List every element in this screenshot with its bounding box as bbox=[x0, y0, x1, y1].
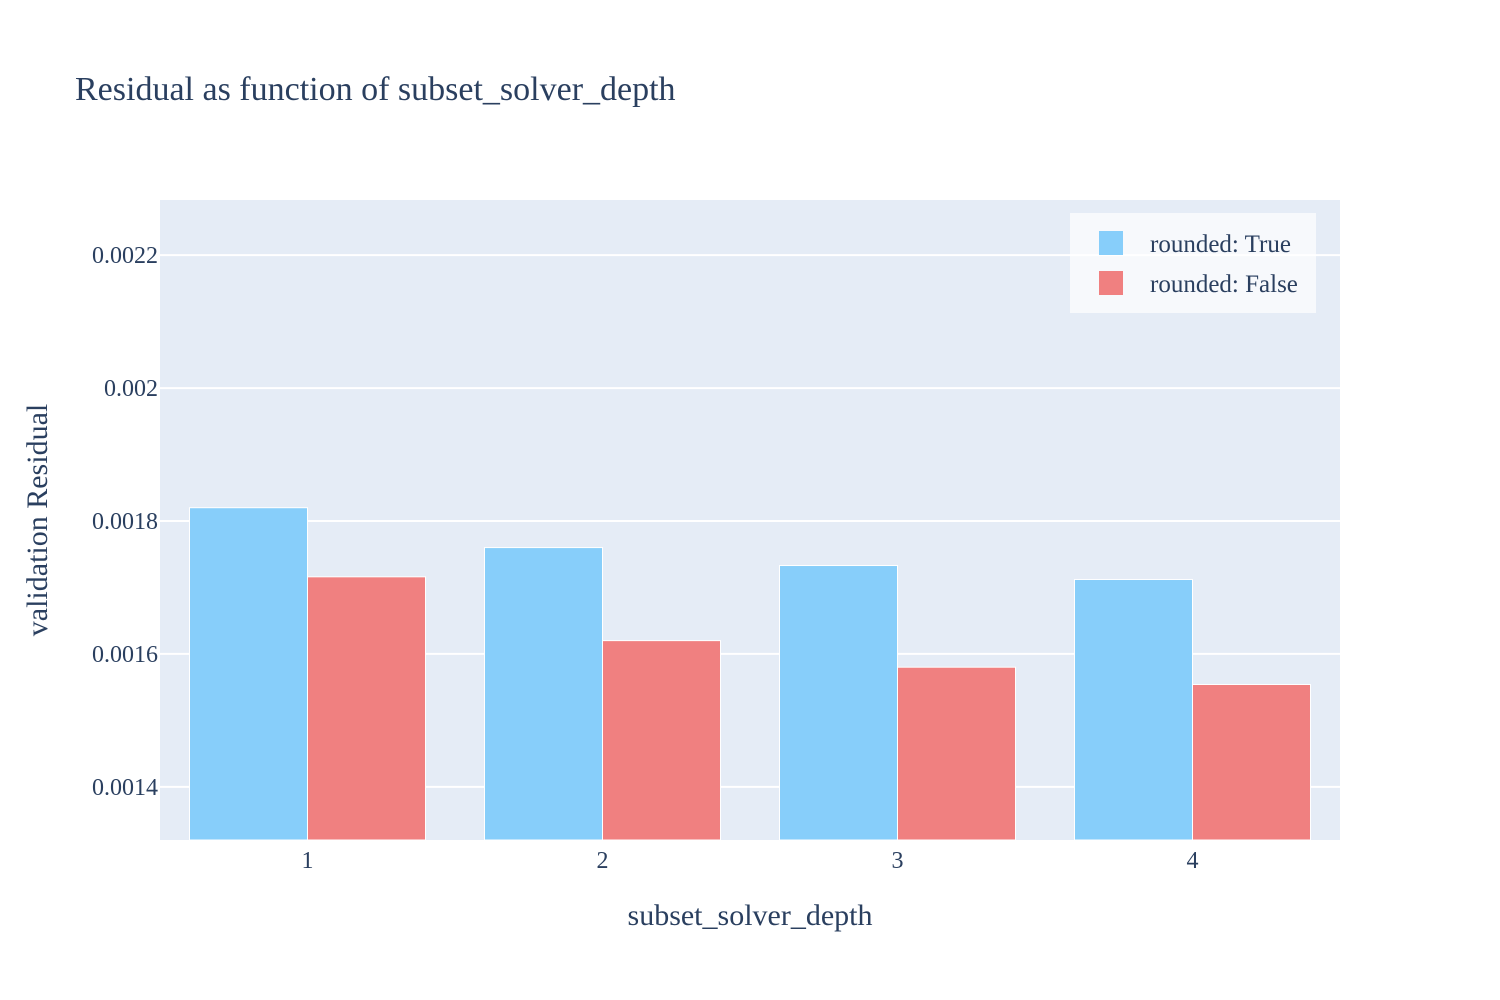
y-tick-label: 0.0016 bbox=[92, 642, 158, 668]
legend-label-rounded-false: rounded: False bbox=[1150, 271, 1298, 298]
y-axis-ticks: 0.0014 0.0016 0.0018 0.002 0.0022 bbox=[92, 243, 158, 801]
bar-rounded-true-2[interactable] bbox=[484, 547, 603, 841]
bar-rounded-true-4[interactable] bbox=[1074, 578, 1193, 841]
y-tick-label: 0.002 bbox=[104, 376, 158, 402]
bar-rounded-true-1[interactable] bbox=[189, 507, 308, 841]
bars bbox=[189, 507, 1311, 841]
x-axis-title: subset_solver_depth bbox=[628, 899, 873, 932]
x-tick-label: 4 bbox=[1187, 848, 1199, 874]
legend[interactable]: rounded: True rounded: False bbox=[1070, 213, 1316, 313]
x-tick-label: 1 bbox=[302, 848, 314, 874]
y-axis-title: validation Residual bbox=[21, 404, 54, 636]
y-tick-label: 0.0018 bbox=[92, 509, 158, 535]
legend-swatch-rounded-false bbox=[1099, 271, 1123, 295]
y-tick-label: 0.0014 bbox=[92, 775, 158, 801]
bar-rounded-false-2[interactable] bbox=[602, 640, 721, 841]
bar-rounded-false-1[interactable] bbox=[307, 576, 426, 841]
bar-rounded-true-3[interactable] bbox=[779, 565, 898, 841]
x-tick-label: 2 bbox=[597, 848, 609, 874]
bar-rounded-false-4[interactable] bbox=[1192, 683, 1311, 841]
y-tick-label: 0.0022 bbox=[92, 243, 158, 269]
legend-label-rounded-true: rounded: True bbox=[1150, 231, 1291, 258]
x-tick-label: 3 bbox=[892, 848, 904, 874]
bar-rounded-false-3[interactable] bbox=[897, 666, 1016, 841]
x-axis-ticks: 1 2 3 4 bbox=[302, 848, 1199, 874]
chart-title: Residual as function of subset_solver_de… bbox=[75, 71, 676, 108]
legend-background bbox=[1070, 213, 1316, 313]
legend-swatch-rounded-true bbox=[1099, 231, 1123, 255]
